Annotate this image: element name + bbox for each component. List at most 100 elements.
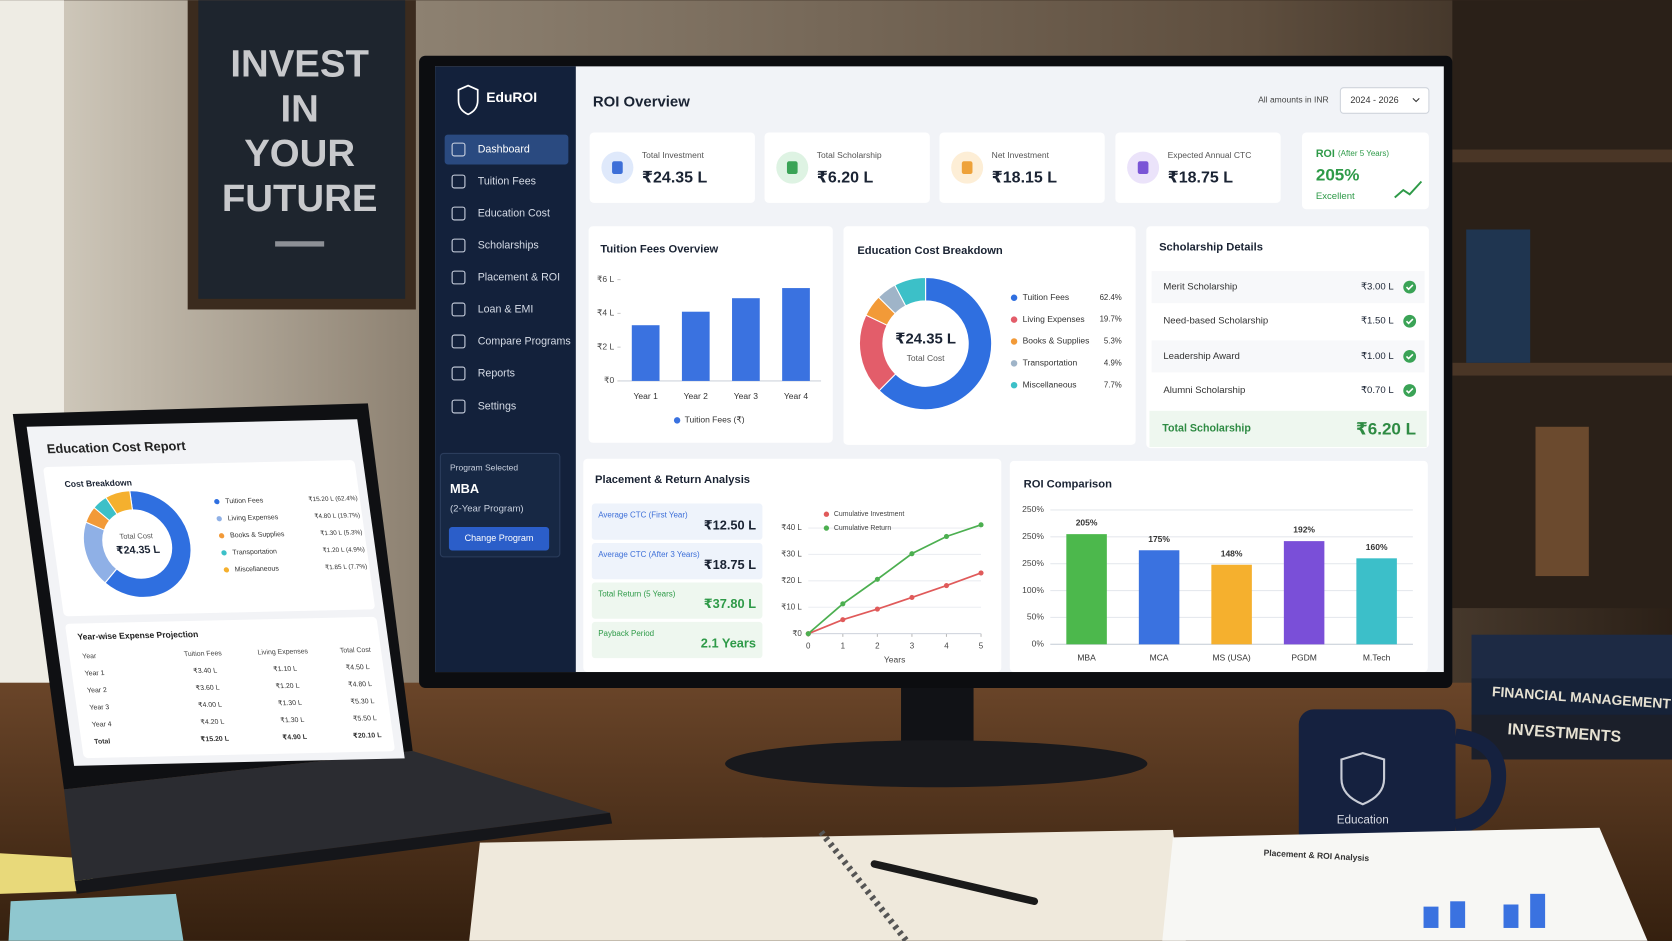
roi-rating: Excellent	[1316, 191, 1355, 202]
value-label: 5.3%	[1104, 337, 1122, 346]
report-title: Education Cost Report	[46, 438, 187, 456]
point	[805, 631, 811, 637]
point	[943, 583, 950, 589]
period-value[interactable]: 2024 - 2026	[1350, 95, 1398, 105]
chevron	[1412, 97, 1420, 103]
x-tick-label: PGDM	[1291, 652, 1317, 662]
table-cell: ₹15.20 L	[200, 735, 230, 744]
metric-box	[591, 503, 763, 540]
kpi-label: Net Investment	[992, 150, 1050, 160]
book	[1471, 678, 1672, 719]
check-mark	[1405, 387, 1414, 394]
value-label: 160%	[1366, 542, 1388, 552]
row-bg	[1151, 271, 1425, 304]
roi-label: ROI (After 5 Years)	[1316, 148, 1390, 160]
table-cell: ₹1.20 L	[275, 682, 300, 690]
center-label: Total Cost	[907, 353, 945, 363]
nav-icon	[451, 142, 466, 157]
change-program-button[interactable]	[448, 527, 550, 551]
check-mark	[1405, 318, 1414, 325]
bar	[732, 298, 760, 381]
table-cell: Year 4	[91, 721, 112, 728]
point	[943, 533, 950, 540]
total-label: Total Scholarship	[1162, 423, 1251, 435]
table-cell: ₹5.50 L	[352, 714, 377, 722]
paper-bar	[1423, 906, 1439, 928]
roi-value: 205%	[1316, 166, 1360, 185]
point	[978, 522, 984, 528]
notebook-spiral	[818, 830, 909, 941]
point	[978, 570, 984, 576]
y-tick-label: ₹40 L	[781, 523, 802, 532]
metric-value: ₹12.50 L	[704, 517, 756, 532]
value-label: 7.7%	[1104, 380, 1122, 389]
nav-item[interactable]: Loan & EMI	[478, 303, 534, 315]
laptop-screen: Education Cost Report Year-wise Expense P…	[26, 419, 405, 766]
x-tick-label: 4	[944, 642, 949, 651]
paper	[1162, 827, 1648, 941]
table-cell: Year 3	[89, 704, 110, 711]
value-label: ₹1.30 L (5.3%)	[320, 529, 363, 537]
mug-handle	[1454, 728, 1507, 835]
legend-swatch	[823, 525, 830, 531]
metric-box	[591, 621, 763, 659]
y-tick-label: 50%	[1027, 612, 1044, 622]
scholarship-name: Alumni Scholarship	[1163, 385, 1245, 396]
laptop-keyboard	[63, 750, 610, 882]
table-cell: ₹4.00 L	[198, 701, 223, 709]
legend-swatch	[216, 516, 222, 522]
chart-title: ROI Comparison	[1024, 478, 1112, 490]
nav-item[interactable]: Compare Programs	[478, 335, 571, 347]
nav-item[interactable]: Scholarships	[478, 239, 539, 251]
legend-swatch	[823, 511, 830, 517]
pen	[870, 860, 1039, 906]
kpi-value: ₹6.20 L	[817, 170, 874, 187]
kpi-label: Total Scholarship	[817, 150, 882, 160]
table-cell: ₹4.20 L	[200, 718, 225, 726]
nav-active	[444, 134, 569, 165]
table-header: Total Cost	[340, 647, 372, 655]
legend-swatch	[1010, 338, 1018, 345]
kpi-value: ₹24.35 L	[642, 170, 708, 187]
y-tick-label: 250%	[1022, 558, 1044, 568]
table-header: Tuition Fees	[184, 650, 223, 658]
pie-segment	[104, 490, 192, 598]
value-label: 175%	[1148, 534, 1170, 544]
period-select[interactable]	[1339, 87, 1430, 114]
value-label: ₹4.80 L (19.7%)	[314, 512, 360, 520]
books	[1466, 229, 1531, 363]
nav-item[interactable]: Placement & ROI	[478, 271, 560, 283]
table-header: Year	[82, 653, 98, 660]
change-program-label[interactable]: Change Program	[465, 533, 534, 543]
kpi-label: Total Investment	[642, 150, 705, 160]
total-amount: ₹6.20 L	[1356, 419, 1416, 438]
x-tick-label: 5	[979, 642, 984, 651]
nav-item[interactable]: Settings	[478, 400, 517, 412]
kpi-icon-glyph	[961, 161, 973, 175]
nav-item[interactable]: Tuition Fees	[478, 175, 536, 187]
table-cell: ₹1.10 L	[273, 665, 298, 673]
nav-item[interactable]: Reports	[478, 367, 515, 379]
metric-label: Average CTC (First Year)	[598, 510, 688, 519]
legend-label: Cumulative Investment	[834, 511, 904, 518]
shelf	[1452, 362, 1672, 376]
y-tick-label: ₹20 L	[781, 576, 802, 585]
table-cell: Year 2	[87, 687, 108, 694]
row-bg	[1151, 305, 1425, 338]
center-value: ₹24.35 L	[895, 330, 956, 347]
point	[909, 551, 915, 557]
metric-box	[591, 582, 763, 619]
trend-icon	[1394, 180, 1423, 199]
poster-text: INVEST	[230, 43, 369, 86]
nav-item[interactable]: Education Cost	[478, 207, 550, 219]
scholarship-name: Need-based Scholarship	[1163, 316, 1268, 327]
nav-item[interactable]: Dashboard	[478, 143, 530, 155]
scholarship-amount: ₹0.70 L	[1361, 385, 1394, 396]
y-tick-label: ₹10 L	[781, 602, 802, 611]
center-label: Total Cost	[119, 531, 154, 541]
row-bg	[1151, 374, 1425, 407]
value-label: ₹15.20 L (62.4%)	[308, 495, 358, 503]
roi-label-sub: (After 5 Years)	[1338, 149, 1389, 158]
laptop-edge	[74, 812, 613, 894]
chart-title: Education Cost Breakdown	[857, 245, 1003, 257]
